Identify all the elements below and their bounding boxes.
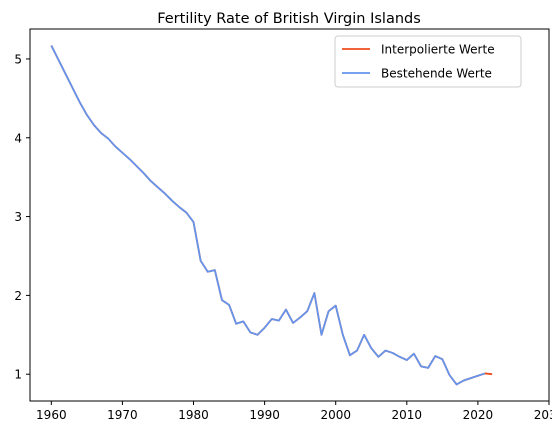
series-layer (50, 45, 493, 386)
x-tick-label: 2010 (392, 408, 423, 422)
y-axis: 1 2 3 4 5 (14, 52, 30, 382)
plot-area: 1960 1970 1980 1990 2000 2010 2020 2030 1 2 3 4 5 (14, 28, 552, 422)
series-line-existing (50, 45, 486, 386)
x-tick-label: 1990 (249, 408, 280, 422)
y-tick-label: 2 (14, 289, 22, 303)
x-axis: 1960 1970 1980 1990 2000 2010 2020 2030 (36, 401, 552, 422)
y-tick-label: 1 (14, 368, 22, 382)
legend: Interpolierte Werte Bestehende Werte (334, 35, 522, 88)
x-tick-label: 1980 (178, 408, 209, 422)
x-tick-label: 2000 (320, 408, 351, 422)
y-tick-label: 5 (14, 52, 22, 66)
x-tick-label: 2020 (463, 408, 494, 422)
y-tick-label: 3 (14, 210, 22, 224)
plot-frame (29, 28, 550, 402)
x-tick-label: 1970 (107, 408, 138, 422)
x-tick-label: 1960 (36, 408, 67, 422)
series-line-interpolated (50, 45, 493, 386)
x-tick-label: 2030 (534, 408, 552, 422)
y-tick-label: 4 (14, 131, 22, 145)
legend-label-interpolated: Interpolierte Werte (381, 43, 495, 57)
legend-box (334, 35, 522, 88)
chart-title: Fertility Rate of British Virgin Islands (157, 11, 421, 27)
legend-label-existing: Bestehende Werte (381, 67, 492, 81)
